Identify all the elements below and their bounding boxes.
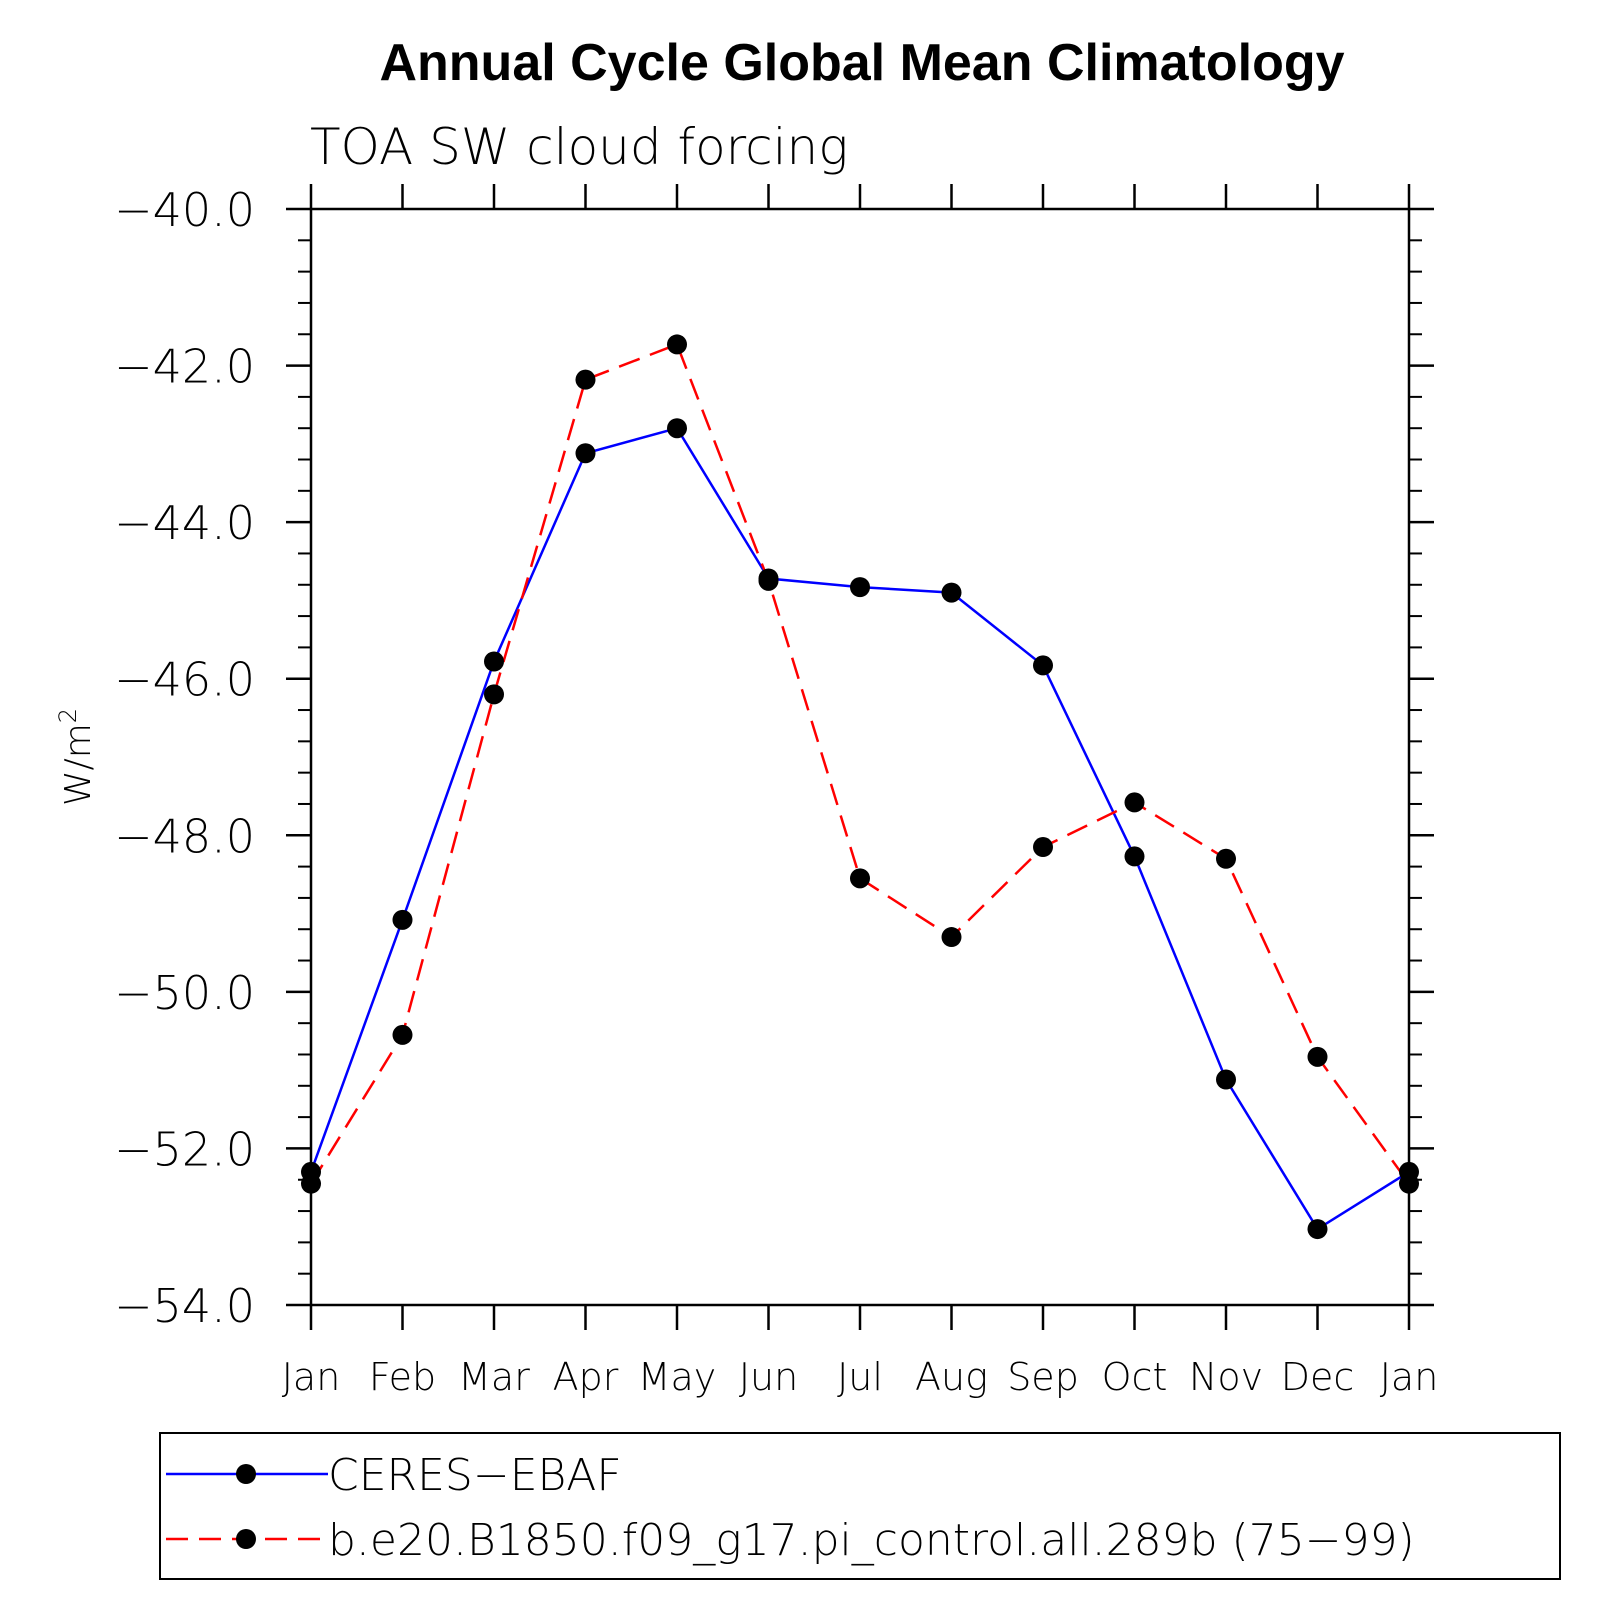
data-point-series-1	[667, 418, 687, 439]
data-point-series-2	[941, 927, 962, 948]
data-point-series-1	[1216, 1069, 1236, 1090]
chart-subtitle: TOA SW cloud forcing	[310, 118, 848, 176]
x-tick-label: Dec	[1281, 1355, 1355, 1399]
y-tick-label: −44.0	[114, 496, 255, 550]
data-point-series-2	[1307, 1046, 1328, 1067]
data-point-series-2	[301, 1173, 321, 1194]
x-tick-label: Aug	[915, 1355, 988, 1399]
data-point-series-1	[392, 909, 413, 930]
data-point-series-2	[850, 868, 870, 889]
x-tick-label: Nov	[1189, 1355, 1263, 1399]
data-point-series-2	[484, 684, 504, 705]
tick-marks	[286, 184, 1434, 1330]
data-point-series-1	[1124, 846, 1145, 867]
x-tick-label: Jun	[739, 1355, 798, 1399]
plot-frame	[309, 207, 1411, 1307]
data-point-series-1	[1307, 1219, 1328, 1240]
legend-marker-1	[236, 1464, 256, 1484]
data-point-series-2	[1033, 837, 1053, 858]
data-point-series-2	[758, 570, 779, 591]
chart-title: Annual Cycle Global Mean Climatology	[379, 34, 1344, 92]
series-markers	[301, 334, 1419, 1240]
data-point-series-2	[1216, 848, 1236, 869]
y-tick-label: −46.0	[114, 653, 255, 707]
data-point-series-1	[484, 651, 504, 672]
y-axis-label-text: W/m	[58, 723, 99, 806]
data-point-series-1	[575, 443, 596, 464]
legend-label-2: b.e20.B1850.f09_g17.pi_control.all.289b …	[328, 1515, 1415, 1566]
legend: CERES−EBAF b.e20.B1850.f09_g17.pi_control…	[159, 1432, 1561, 1580]
x-tick-label: Feb	[369, 1355, 436, 1399]
data-point-series-2	[1399, 1173, 1419, 1194]
data-point-series-2	[667, 334, 687, 355]
x-tick-label: Jul	[837, 1355, 883, 1399]
x-tick-label: Sep	[1007, 1355, 1079, 1399]
data-point-series-1	[850, 577, 870, 598]
y-tick-label: −54.0	[114, 1279, 255, 1333]
x-tick-label: Jan	[282, 1355, 341, 1399]
data-point-series-1	[941, 582, 962, 603]
y-tick-label: −48.0	[114, 809, 255, 863]
data-point-series-2	[1124, 792, 1145, 813]
x-tick-label: Apr	[553, 1355, 619, 1399]
y-tick-label: −52.0	[114, 1122, 255, 1176]
tick-labels: Jan Feb Mar Apr May Jun Jul Aug Sep Oct Nov Dec Jan−…	[114, 183, 1438, 1399]
data-point-series-1	[1033, 655, 1053, 676]
y-tick-label: −42.0	[114, 340, 255, 394]
y-tick-label: −50.0	[114, 966, 255, 1020]
x-tick-label: Oct	[1102, 1355, 1168, 1399]
y-axis-label-superscript: 2	[54, 708, 82, 723]
legend-marker-2	[236, 1529, 256, 1549]
legend-box	[159, 1432, 1561, 1580]
data-point-series-2	[392, 1024, 413, 1045]
series-line-1	[309, 426, 1410, 1231]
data-point-series-2	[575, 369, 596, 390]
legend-label-1: CERES−EBAF	[328, 1450, 622, 1501]
series-line-2	[309, 342, 1411, 1185]
y-tick-label: −40.0	[114, 183, 255, 237]
x-tick-label: Mar	[458, 1355, 530, 1399]
series-lines	[309, 342, 1411, 1231]
x-tick-label: Jan	[1380, 1355, 1439, 1399]
x-tick-label: May	[638, 1355, 717, 1399]
y-axis-label: W/m2	[54, 708, 99, 806]
